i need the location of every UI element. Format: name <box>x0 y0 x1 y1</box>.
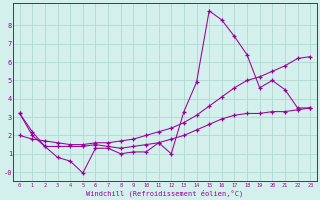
X-axis label: Windchill (Refroidissement éolien,°C): Windchill (Refroidissement éolien,°C) <box>86 189 244 197</box>
